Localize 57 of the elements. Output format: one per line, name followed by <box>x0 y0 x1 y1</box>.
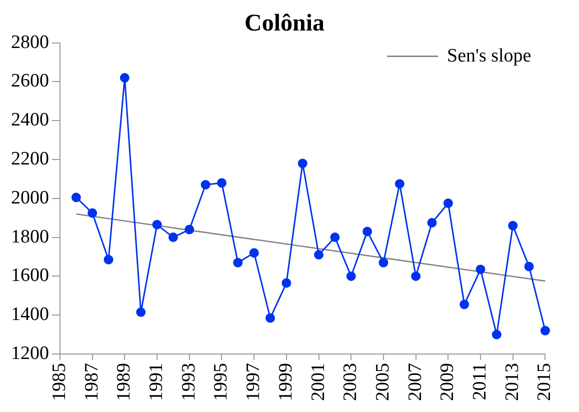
x-tick-label: 2013 <box>502 363 523 401</box>
x-tick-label: 1991 <box>146 363 168 401</box>
point <box>152 220 162 230</box>
point <box>492 330 502 340</box>
point <box>394 179 404 189</box>
point <box>443 198 453 208</box>
x-tick-label: 2005 <box>372 363 394 401</box>
y-tick-label: 2800 <box>11 32 49 53</box>
point <box>249 248 259 258</box>
legend-label: Sen's slope <box>447 45 532 66</box>
point <box>104 254 114 264</box>
point <box>216 178 226 188</box>
point <box>330 232 340 242</box>
y-tick-label: 2400 <box>11 110 49 131</box>
point <box>266 313 276 323</box>
x-tick-label: 2007 <box>404 363 426 401</box>
x-tick-label: 1993 <box>178 363 200 401</box>
y-tick-label: 2200 <box>11 148 49 170</box>
point <box>298 158 308 168</box>
point <box>282 278 292 288</box>
x-tick-label: 2001 <box>308 363 329 401</box>
x-tick-label: 1985 <box>48 363 70 401</box>
chart-title: Colônia <box>244 10 325 37</box>
point <box>120 73 130 83</box>
point <box>362 226 372 236</box>
x-tick-label: 2003 <box>340 363 362 401</box>
y-tick-label: 1400 <box>11 304 49 326</box>
x-tick-label: 1995 <box>210 363 232 401</box>
point <box>346 271 356 281</box>
x-tick-label: 2015 <box>534 363 556 401</box>
y-tick-label: 2600 <box>11 70 49 92</box>
x-tick-label: 1999 <box>275 363 296 401</box>
point <box>233 258 243 268</box>
y-tick-label: 1200 <box>11 342 49 364</box>
x-tick-label: 2011 <box>469 363 490 400</box>
x-tick-label: 1997 <box>243 363 264 401</box>
point <box>314 250 324 260</box>
point <box>460 300 470 310</box>
y-tick-label: 2000 <box>11 187 49 208</box>
point <box>200 180 210 190</box>
point <box>71 192 81 202</box>
point <box>184 224 194 234</box>
point <box>168 232 178 242</box>
point <box>524 262 534 272</box>
point <box>136 307 146 317</box>
point <box>508 220 518 230</box>
x-tick-label: 1989 <box>114 363 135 401</box>
point <box>540 326 550 336</box>
x-tick-label: 1987 <box>81 363 102 401</box>
point <box>427 218 437 228</box>
point <box>88 208 98 218</box>
y-tick-label: 1600 <box>11 265 49 286</box>
point <box>411 271 421 281</box>
point <box>378 258 388 268</box>
x-tick-label: 2009 <box>437 363 458 401</box>
y-tick-label: 1800 <box>11 226 49 248</box>
point <box>476 264 486 274</box>
